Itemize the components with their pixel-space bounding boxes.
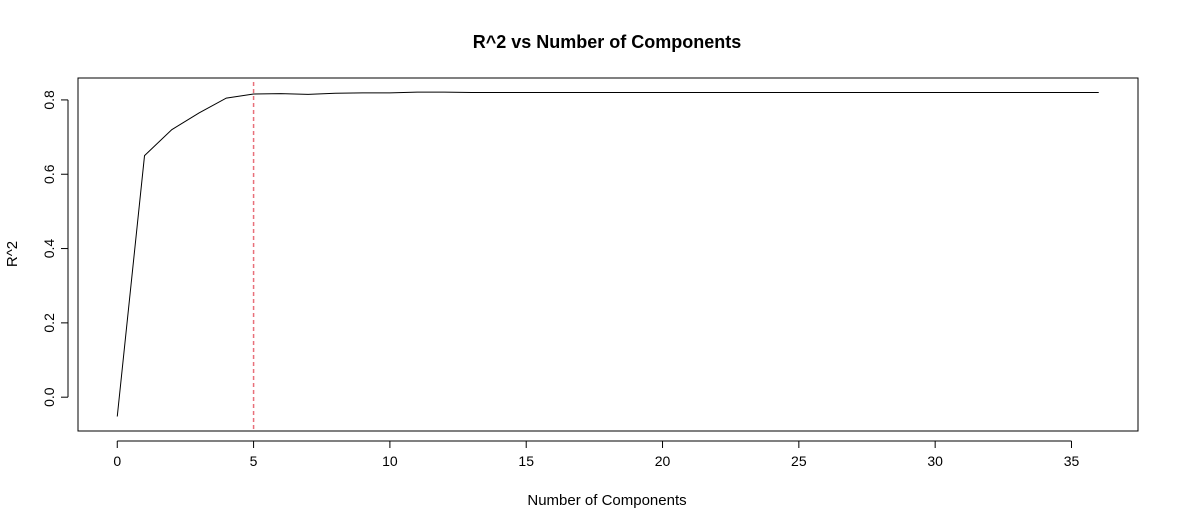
data-point: [416, 91, 419, 94]
data-point: [988, 91, 991, 94]
data-point: [198, 111, 201, 114]
data-point: [361, 91, 364, 94]
data-point: [116, 415, 119, 418]
data-point: [1097, 91, 1100, 94]
data-point: [961, 91, 964, 94]
x-tick-label: 10: [382, 453, 398, 469]
x-tick-label: 30: [927, 453, 943, 469]
data-point: [1043, 91, 1046, 94]
x-tick-label: 35: [1064, 453, 1080, 469]
y-axis-label: R^2: [4, 241, 21, 267]
plot-box: [77, 77, 1139, 432]
data-point: [607, 91, 610, 94]
data-point: [1015, 91, 1018, 94]
x-tick-label: 15: [518, 453, 534, 469]
data-point: [743, 91, 746, 94]
x-tick-label: 20: [655, 453, 671, 469]
y-tick-label: 0.2: [41, 313, 57, 333]
series-line: [116, 91, 1099, 417]
data-point: [252, 92, 255, 95]
data-point: [443, 91, 446, 94]
chart-title: R^2 vs Number of Components: [473, 32, 742, 52]
data-point: [497, 91, 500, 94]
data-point: [716, 91, 719, 94]
data-point: [906, 91, 909, 94]
y-tick-label: 0.8: [41, 90, 57, 110]
data-point: [825, 91, 828, 94]
data-point: [170, 128, 173, 131]
data-point: [634, 91, 637, 94]
data-point: [388, 91, 391, 94]
data-point: [552, 91, 555, 94]
x-axis: 0 5 10 15 20 25 30 35: [113, 440, 1080, 469]
data-point: [279, 92, 282, 95]
data-point: [225, 97, 228, 100]
data-point: [143, 154, 146, 157]
series-points: [116, 91, 1100, 418]
y-tick-label: 0.4: [41, 239, 57, 259]
y-tick-label: 0.0: [41, 387, 57, 407]
data-point: [797, 91, 800, 94]
data-point: [661, 91, 664, 94]
data-point: [579, 91, 582, 94]
y-axis: 0.0 0.2 0.4 0.6 0.8: [41, 90, 69, 407]
data-point: [688, 91, 691, 94]
data-point: [879, 91, 882, 94]
data-point: [770, 91, 773, 94]
x-axis-label: Number of Components: [527, 492, 686, 509]
data-point: [852, 91, 855, 94]
data-point: [334, 92, 337, 95]
x-tick-label: 5: [250, 453, 258, 469]
data-point: [470, 91, 473, 94]
y-tick-label: 0.6: [41, 164, 57, 184]
data-point: [525, 91, 528, 94]
data-point: [1070, 91, 1073, 94]
data-point: [307, 93, 310, 96]
x-tick-label: 0: [113, 453, 121, 469]
x-tick-label: 25: [791, 453, 807, 469]
data-point: [934, 91, 937, 94]
